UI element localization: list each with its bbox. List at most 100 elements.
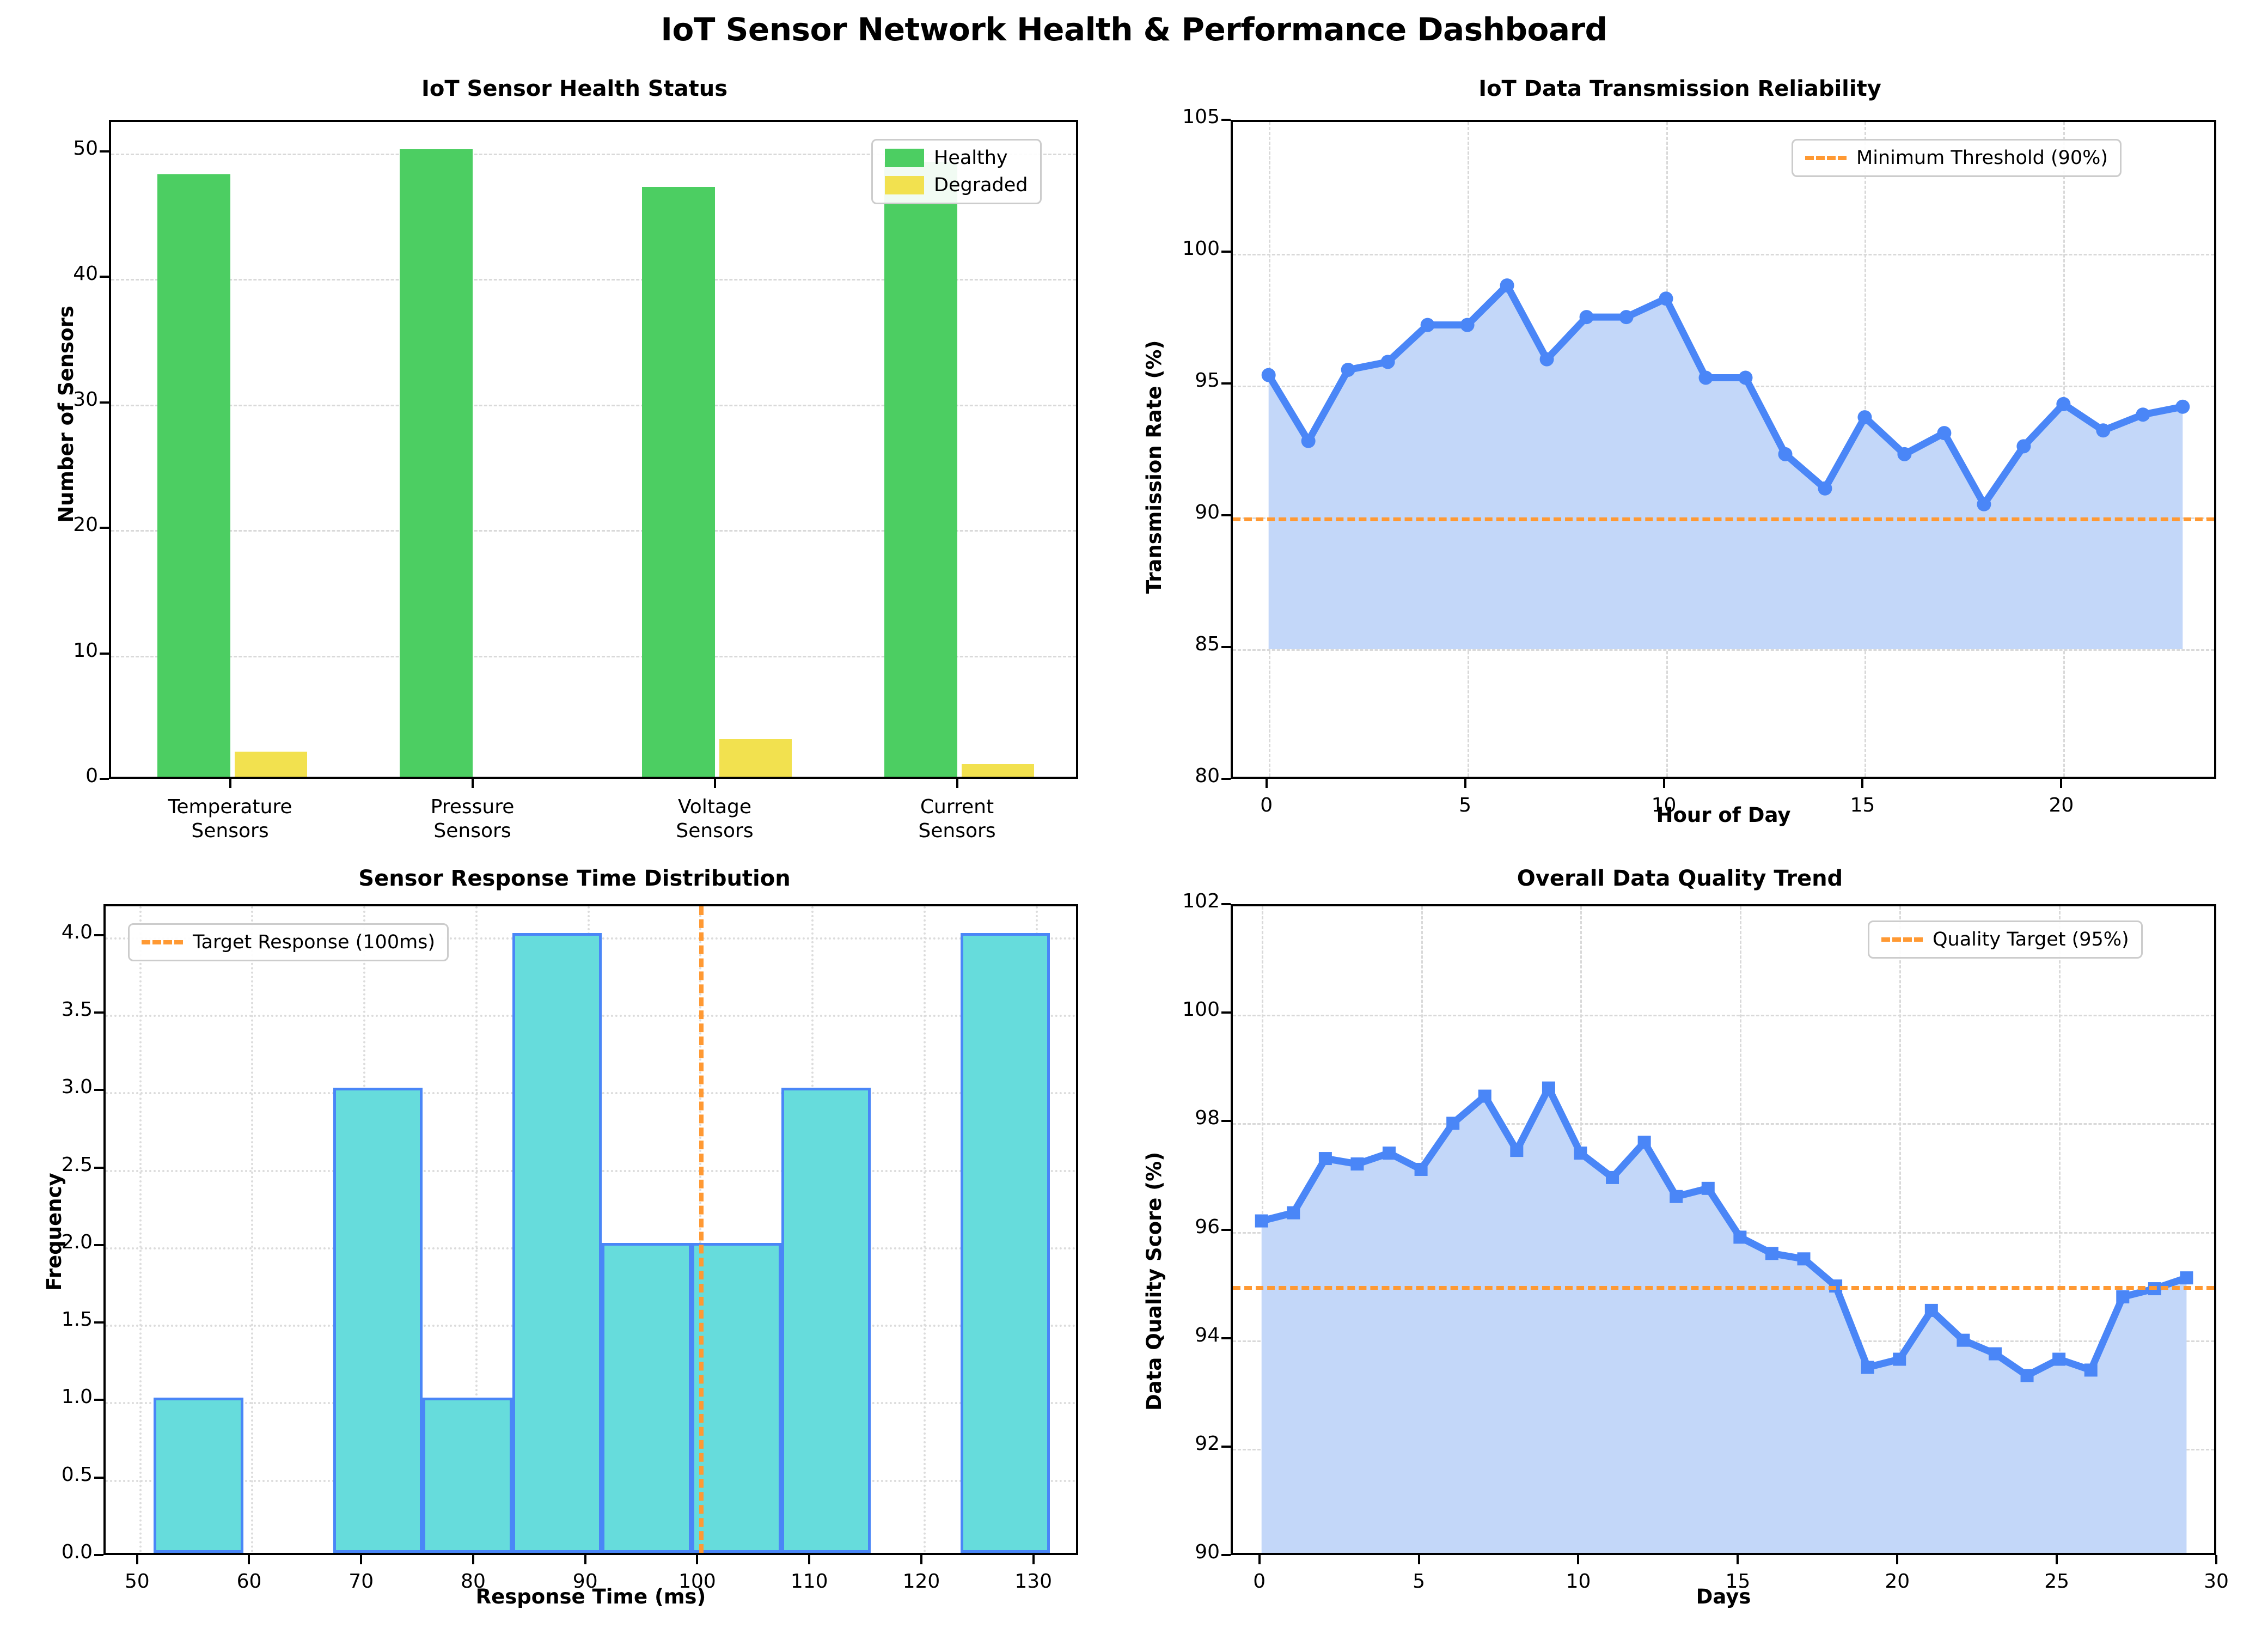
xtick-label-0: Temperature Sensors	[168, 796, 292, 842]
xtick-mark-120	[920, 1555, 922, 1564]
xtick-mark-2	[713, 779, 716, 788]
legend-label-min-threshold: Minimum Threshold (90%)	[1856, 147, 2108, 169]
ytick-mark-3.5	[94, 1011, 103, 1014]
axis-label-y-quality-trend: Data Quality Score (%)	[1142, 1151, 1166, 1411]
target-response-line	[699, 906, 704, 1553]
panel-title-transmission: IoT Data Transmission Reliability	[1478, 76, 1881, 101]
plot-area-sensor-health	[109, 120, 1078, 779]
ytick-label-90: 90	[1195, 1541, 1220, 1563]
quality-marker	[1606, 1170, 1619, 1184]
legend-item-degraded: Degraded	[885, 174, 1028, 196]
ytick-label-94: 94	[1195, 1324, 1220, 1346]
histogram-bar-5	[602, 1242, 692, 1553]
histogram-bar-6	[692, 1242, 781, 1553]
ytick-mark-96	[1221, 1228, 1231, 1231]
xtick-mark-20	[2060, 779, 2063, 788]
ytick-mark-90	[1221, 514, 1231, 516]
transmission-marker	[1937, 426, 1952, 441]
legend-sensor-health[interactable]: Healthy Degraded	[871, 139, 1042, 204]
ytick-mark-0.5	[94, 1476, 103, 1479]
gridline-x-50	[139, 906, 142, 1553]
quality-area-fill	[1261, 1088, 2187, 1553]
ytick-label-0: 0	[85, 765, 98, 787]
transmission-marker	[1261, 368, 1276, 382]
histogram-bar-2	[333, 1088, 423, 1553]
legend-dash-target-response	[142, 940, 183, 944]
transmission-marker	[1977, 497, 1991, 511]
ytick-mark-1.5	[94, 1321, 103, 1324]
ytick-label-96: 96	[1195, 1215, 1220, 1238]
ytick-label-2.5: 2.5	[61, 1153, 93, 1176]
transmission-marker	[1619, 310, 1634, 325]
transmission-marker	[1818, 481, 1832, 496]
xtick-label-2: Voltage Sensors	[676, 796, 754, 842]
ytick-mark-20	[100, 527, 109, 529]
quality-marker	[1765, 1247, 1778, 1260]
gridline-x-20	[1899, 906, 1902, 1553]
ytick-label-3: 3.0	[61, 1076, 93, 1099]
xtick-mark-25	[2056, 1555, 2058, 1564]
xtick-label-60: 60	[236, 1570, 262, 1593]
quality-marker	[1383, 1147, 1396, 1160]
ytick-mark-105	[1221, 119, 1231, 121]
xtick-label-90: 90	[572, 1570, 598, 1593]
ytick-label-0: 0.0	[61, 1541, 93, 1563]
legend-item-min-threshold: Minimum Threshold (90%)	[1805, 147, 2108, 169]
xtick-mark-15	[1861, 779, 1864, 788]
transmission-marker	[1301, 434, 1316, 448]
xtick-mark-60	[248, 1555, 250, 1564]
ytick-mark-3	[94, 1089, 103, 1092]
legend-dash-quality-target	[1881, 937, 1923, 942]
quality-marker	[1414, 1162, 1428, 1176]
legend-transmission[interactable]: Minimum Threshold (90%)	[1792, 139, 2122, 177]
xtick-label-5: 5	[1413, 1570, 1426, 1593]
transmission-marker	[1341, 362, 1355, 377]
legend-swatch-healthy	[885, 149, 924, 167]
ytick-label-92: 92	[1195, 1432, 1220, 1455]
histogram-bar-9	[960, 932, 1050, 1553]
quality-marker	[1510, 1144, 1524, 1157]
transmission-marker	[1539, 352, 1554, 367]
panel-sensor-health-status: IoT Sensor Health Status Number of Senso…	[33, 71, 1116, 842]
transmission-marker	[2136, 407, 2150, 422]
xtick-label-25: 25	[2044, 1570, 2070, 1593]
transmission-marker	[1897, 447, 1912, 461]
xtick-mark-110	[808, 1555, 811, 1564]
panel-data-quality-trend: Overall Data Quality Trend Data Quality …	[1127, 861, 2233, 1623]
bar-healthy-1	[400, 149, 473, 777]
quality-marker	[1701, 1181, 1715, 1195]
ytick-label-50: 50	[73, 137, 98, 160]
transmission-marker	[1738, 370, 1753, 385]
transmission-marker	[1460, 318, 1475, 332]
transmission-marker	[1500, 278, 1514, 293]
transmission-marker	[1380, 355, 1395, 369]
quality-marker	[1924, 1303, 1938, 1317]
legend-response-time[interactable]: Target Response (100ms)	[128, 923, 449, 961]
transmission-marker	[1420, 318, 1435, 332]
ytick-mark-0	[94, 1554, 103, 1556]
bar-healthy-3	[884, 161, 957, 777]
ytick-mark-100	[1221, 1011, 1231, 1014]
ytick-mark-98	[1221, 1120, 1231, 1123]
quality-marker	[1670, 1190, 1683, 1203]
axis-label-x-quality-trend: Days	[1696, 1585, 1751, 1608]
quality-marker	[1637, 1136, 1651, 1149]
plot-area-transmission	[1231, 120, 2216, 779]
ytick-mark-102	[1221, 903, 1231, 905]
xtick-mark-3	[956, 779, 958, 788]
xtick-label-10: 10	[1566, 1570, 1591, 1593]
ytick-label-10: 10	[73, 639, 98, 662]
transmission-marker	[1659, 291, 1673, 306]
panel-transmission-reliability: IoT Data Transmission Reliability Transm…	[1127, 71, 2233, 833]
plot-area-response-time	[103, 904, 1078, 1555]
xtick-mark-10	[1662, 779, 1665, 788]
xtick-label-20: 20	[1885, 1570, 1910, 1593]
legend-label-healthy: Healthy	[934, 147, 1008, 169]
transmission-area-fill	[1268, 285, 2183, 649]
xtick-label-0: 0	[1253, 1570, 1266, 1593]
xtick-label-50: 50	[124, 1570, 150, 1593]
ytick-mark-100	[1221, 251, 1231, 253]
ytick-label-105: 105	[1182, 106, 1220, 128]
legend-quality-trend[interactable]: Quality Target (95%)	[1868, 920, 2143, 959]
gridline-x-15	[1740, 906, 1742, 1553]
